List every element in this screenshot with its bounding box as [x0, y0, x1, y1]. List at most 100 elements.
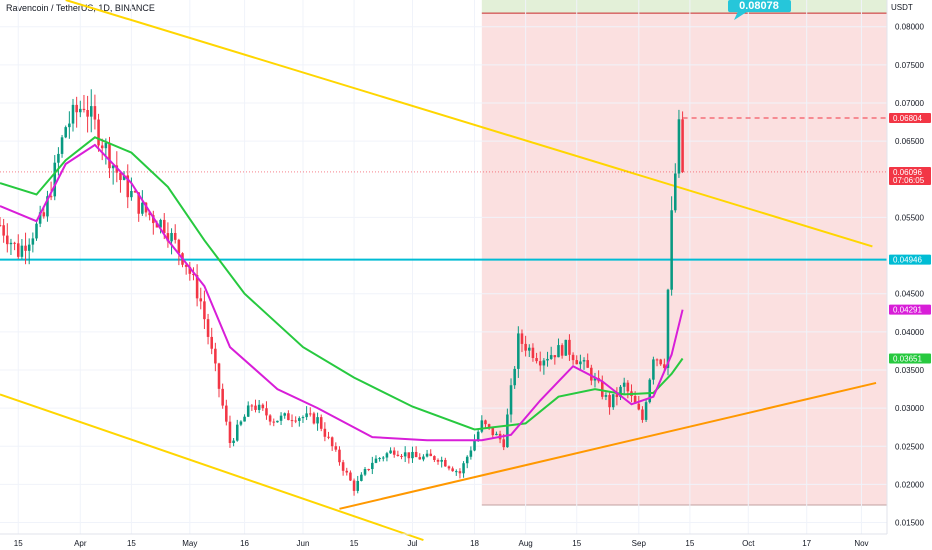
- candle-body: [648, 379, 652, 403]
- candle-body: [305, 413, 308, 418]
- candle-body: [64, 127, 67, 138]
- candle-body: [586, 360, 589, 368]
- candle-body: [593, 378, 597, 381]
- quote-unit-label: USDT: [891, 3, 913, 12]
- candle-body: [506, 414, 509, 448]
- x-tick-label: 15: [350, 539, 359, 548]
- candle-body: [130, 190, 133, 198]
- candle-body: [27, 244, 31, 251]
- target-callout-pointer: [734, 11, 748, 21]
- candle-body: [674, 173, 677, 211]
- y-tick-label: 0.03500: [895, 366, 924, 375]
- x-tick-label: 15: [127, 539, 136, 548]
- candle-body: [68, 123, 71, 128]
- y-tick-label: 0.02500: [895, 442, 924, 451]
- candle-body: [666, 289, 670, 368]
- price-badge-label: 0.04291: [893, 306, 922, 315]
- x-tick-label: 15: [572, 539, 581, 548]
- candle-body: [447, 466, 451, 469]
- candle-body: [644, 402, 648, 420]
- candle-body: [652, 359, 655, 380]
- candle-body: [571, 354, 575, 361]
- price-axis[interactable]: USDT 0.08000 0.07500 0.07000 0.06500 0.05500…: [886, 0, 932, 534]
- candle-body: [141, 202, 144, 214]
- moving-average-layer: [0, 136, 684, 442]
- x-tick-label: Apr: [74, 539, 87, 548]
- candle-body: [546, 358, 549, 361]
- candle-body: [276, 420, 279, 423]
- candle-body: [217, 363, 221, 389]
- candle-body: [279, 415, 283, 421]
- candle-body: [615, 394, 619, 398]
- y-tick-label: 0.05500: [895, 213, 924, 222]
- y-tick-label: 0.01500: [895, 519, 924, 528]
- x-tick-label: 18: [470, 539, 479, 548]
- candle-body: [38, 212, 42, 224]
- candle-body: [254, 405, 257, 410]
- candle-body: [601, 381, 604, 397]
- candle-body: [184, 264, 188, 267]
- price-badge: [889, 304, 931, 315]
- zone-top-band: [481, 0, 887, 14]
- target-callout-label: 0.08078: [739, 0, 779, 12]
- candle-body: [268, 415, 272, 422]
- candle-body: [338, 449, 341, 463]
- x-tick-label: 16: [240, 539, 249, 548]
- candle-body: [677, 119, 681, 174]
- target-callout-box: [728, 0, 791, 13]
- candle-body: [57, 153, 60, 163]
- candle-body: [119, 172, 122, 180]
- candle-body: [60, 137, 64, 154]
- candle-body: [31, 238, 35, 245]
- candle-body: [341, 462, 345, 471]
- candle-body: [287, 413, 290, 421]
- price-badge-countdown: 07:06:05: [893, 176, 925, 185]
- candle-body: [381, 457, 385, 459]
- candle-body: [42, 212, 46, 217]
- candle-body: [360, 474, 363, 481]
- candle-body: [422, 456, 425, 460]
- candle-body: [126, 175, 130, 198]
- candle-body: [538, 361, 542, 366]
- candle-body: [82, 108, 86, 111]
- candle-body: [436, 459, 440, 462]
- candle-body: [367, 469, 370, 471]
- candle-body: [261, 404, 265, 409]
- candle-body: [16, 243, 20, 257]
- candle-body: [283, 413, 286, 416]
- candle-body: [582, 360, 586, 362]
- price-badge-label: 0.06804: [893, 114, 922, 123]
- candle-body: [312, 413, 316, 424]
- y-tick-label: 0.03000: [895, 404, 924, 413]
- candle-body: [484, 420, 487, 425]
- candle-body: [155, 223, 159, 228]
- candle-body: [553, 355, 557, 358]
- candle-body: [396, 454, 400, 456]
- candle-body: [206, 319, 210, 337]
- candle-body: [308, 413, 312, 415]
- target-callout: 0.08078: [728, 0, 791, 21]
- candle-body: [24, 245, 27, 251]
- candle-body: [177, 239, 181, 254]
- candle-body: [79, 108, 82, 113]
- candle-body: [371, 462, 374, 470]
- candle-body: [148, 212, 151, 216]
- candle-body: [611, 394, 615, 408]
- candle-body: [451, 468, 454, 472]
- candle-body: [214, 348, 217, 364]
- candle-body: [440, 459, 443, 462]
- candle-body: [188, 266, 192, 274]
- candle-body: [53, 162, 57, 197]
- time-axis[interactable]: 15 Apr 15 May 16 Jun 15 Jul 18 Aug 15 Sep 15 Oct 17 Nov: [0, 533, 887, 548]
- y-tick-label: 0.08000: [895, 23, 924, 32]
- candle-body: [480, 420, 484, 432]
- candle-body: [192, 273, 195, 276]
- slow-ma-line: [0, 136, 684, 431]
- price-badge: [889, 254, 931, 265]
- candles-layer: [0, 89, 684, 496]
- candle-body: [531, 347, 535, 359]
- candle-body: [319, 417, 323, 429]
- candle-body: [199, 298, 203, 302]
- price-badge-label: 0.06096: [893, 168, 922, 177]
